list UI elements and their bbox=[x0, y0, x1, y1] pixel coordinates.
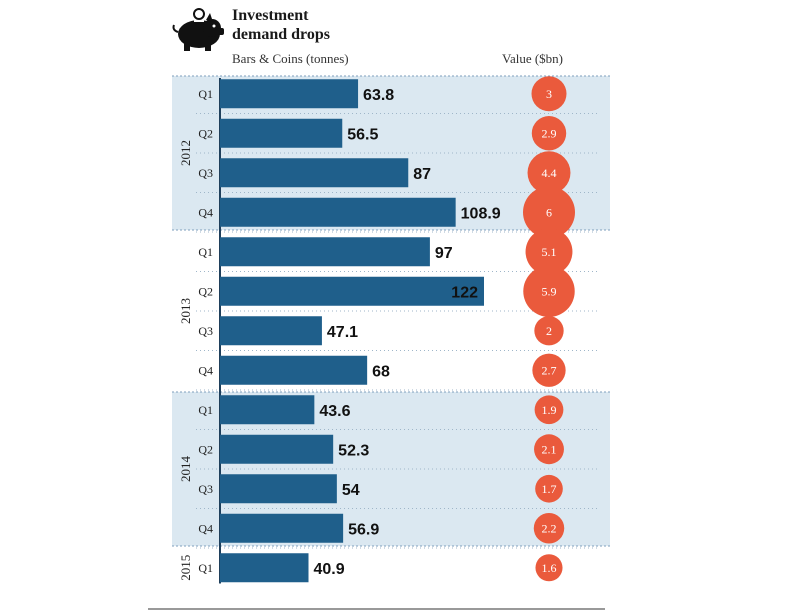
year-label-2012: 2012 bbox=[178, 140, 193, 166]
quarter-label: Q1 bbox=[198, 403, 213, 417]
bar-9 bbox=[220, 434, 334, 464]
bar-2 bbox=[220, 158, 409, 188]
quarter-label: Q2 bbox=[198, 284, 213, 298]
value-bubble-label: 5.9 bbox=[542, 284, 557, 298]
value-bubble-label: 5.1 bbox=[542, 245, 557, 259]
value-bubble-11 bbox=[533, 513, 565, 544]
bar-value-label: 122 bbox=[451, 284, 478, 301]
bar-6 bbox=[220, 316, 322, 346]
value-bubble-1 bbox=[531, 116, 567, 151]
bar-1 bbox=[220, 118, 343, 148]
value-bubble-label: 3 bbox=[546, 87, 552, 101]
bar-value-label: 52.3 bbox=[338, 442, 369, 459]
value-bubble-label: 1.7 bbox=[542, 482, 557, 496]
year-label-2013: 2013 bbox=[178, 298, 193, 324]
bar-value-label: 43.6 bbox=[319, 403, 350, 420]
value-bubble-label: 1.6 bbox=[542, 561, 557, 575]
bar-10 bbox=[220, 474, 337, 504]
value-bubble-label: 6 bbox=[546, 205, 552, 219]
quarter-label: Q3 bbox=[198, 482, 213, 496]
quarter-label: Q1 bbox=[198, 87, 213, 101]
bar-value-label: 56.9 bbox=[348, 521, 379, 538]
value-bubble-3 bbox=[523, 186, 575, 239]
quarter-label: Q2 bbox=[198, 126, 213, 140]
quarter-label: Q2 bbox=[198, 442, 213, 456]
title-line-2: demand drops bbox=[232, 26, 330, 43]
year-label-2014: 2014 bbox=[178, 456, 193, 483]
bar-value-label: 40.9 bbox=[314, 561, 345, 578]
bar-value-label: 63.8 bbox=[363, 87, 394, 104]
value-bubble-10 bbox=[535, 474, 563, 503]
value-bubble-0 bbox=[531, 76, 567, 112]
value-bubble-label: 2.7 bbox=[542, 363, 557, 377]
value-bubble-12 bbox=[535, 554, 563, 582]
bar-7 bbox=[220, 355, 368, 385]
quarter-label: Q4 bbox=[198, 363, 213, 377]
value-bubble-label: 2.9 bbox=[542, 126, 557, 140]
quarter-label: Q4 bbox=[198, 205, 213, 219]
bar-value-label: 54 bbox=[342, 482, 360, 499]
value-bubble-label: 1.9 bbox=[542, 403, 557, 417]
bar-value-label: 68 bbox=[372, 363, 390, 380]
value-bubble-label: 2.2 bbox=[542, 521, 557, 535]
value-bubble-2 bbox=[527, 151, 571, 195]
value-bubble-4 bbox=[525, 228, 573, 276]
value-bubble-8 bbox=[534, 395, 564, 425]
quarter-label: Q3 bbox=[198, 324, 213, 338]
quarter-label: Q4 bbox=[198, 521, 213, 535]
quarter-label: Q3 bbox=[198, 166, 213, 180]
value-bubble-7 bbox=[532, 353, 566, 387]
value-subtitle: Value ($bn) bbox=[502, 51, 564, 66]
chart-title: Investment demand drops bbox=[232, 6, 432, 44]
quarter-label: Q1 bbox=[198, 561, 213, 575]
value-bubble-5 bbox=[523, 265, 575, 317]
piggy-bank-icon bbox=[172, 8, 224, 51]
bar-0 bbox=[220, 79, 359, 109]
value-bubble-label: 2.1 bbox=[542, 442, 557, 456]
bar-value-label: 108.9 bbox=[461, 205, 501, 222]
bars-coins-subtitle: Bars & Coins (tonnes) bbox=[232, 51, 349, 66]
bar-5 bbox=[220, 276, 484, 306]
bar-value-label: 47.1 bbox=[327, 324, 358, 341]
bar-8 bbox=[220, 395, 315, 425]
bar-4 bbox=[220, 237, 430, 267]
value-bubble-label: 4.4 bbox=[542, 166, 557, 180]
bar-3 bbox=[220, 197, 456, 227]
bar-value-label: 97 bbox=[435, 245, 453, 262]
value-bubble-6 bbox=[534, 316, 564, 346]
value-bubble-label: 2 bbox=[546, 324, 552, 338]
bar-12 bbox=[220, 553, 309, 583]
bar-value-label: 87 bbox=[413, 166, 431, 183]
title-line-1: Investment bbox=[232, 7, 309, 24]
bar-11 bbox=[220, 513, 344, 543]
quarter-label: Q1 bbox=[198, 245, 213, 259]
year-label-2015: 2015 bbox=[178, 555, 193, 581]
bar-value-label: 56.5 bbox=[347, 126, 378, 143]
value-bubble-9 bbox=[534, 434, 564, 465]
